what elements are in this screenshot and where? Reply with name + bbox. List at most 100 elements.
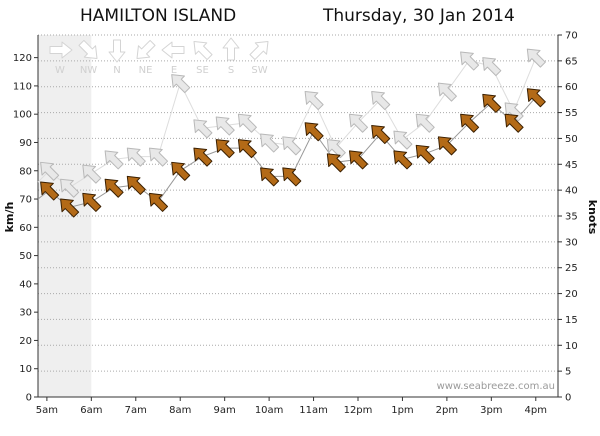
- average-arrow-icon: [326, 153, 346, 173]
- gust-arrow-icon: [437, 82, 457, 102]
- left-tick-label: 40: [19, 279, 32, 290]
- gust-arrow-icon: [260, 133, 280, 153]
- x-tick-label: 9am: [214, 405, 236, 416]
- gust-arrow-icon: [371, 91, 391, 111]
- gust-arrow-icon: [126, 147, 146, 167]
- x-tick-label: 2pm: [436, 405, 458, 416]
- forecast-date: Thursday, 30 Jan 2014: [323, 6, 515, 26]
- average-arrow-icon: [193, 147, 213, 167]
- gust-arrow-icon: [171, 74, 191, 94]
- right-tick-label: 5: [565, 367, 571, 378]
- average-arrow-icon: [149, 192, 169, 212]
- average-arrow-icon: [437, 136, 457, 156]
- average-arrow-icon: [460, 113, 480, 133]
- gust-arrow-icon: [193, 119, 213, 139]
- night-shading: [38, 35, 92, 397]
- legend-direction-label: W: [55, 65, 65, 76]
- gust-arrow-icon: [40, 161, 60, 181]
- average-arrow-icon: [260, 167, 280, 187]
- right-tick-label: 70: [565, 31, 578, 42]
- right-tick-label: 20: [565, 289, 578, 300]
- gust-arrow-icon: [60, 178, 80, 198]
- average-arrow-icon: [282, 167, 302, 187]
- right-tick-label: 60: [565, 82, 578, 93]
- legend-direction-label: N: [113, 65, 120, 76]
- right-tick-label: 45: [565, 160, 578, 171]
- average-arrow-icon: [126, 175, 146, 195]
- left-tick-label: 70: [19, 195, 32, 206]
- right-tick-label: 15: [565, 315, 578, 326]
- left-tick-label: 50: [19, 251, 32, 262]
- legend-direction-label: NW: [80, 65, 97, 76]
- average-arrow-icon: [371, 125, 391, 145]
- gust-arrows: [40, 48, 546, 198]
- gust-arrow-icon: [460, 51, 480, 71]
- gust-arrow-icon: [349, 113, 369, 133]
- legend-arrow-icon: [249, 41, 269, 61]
- gust-line: [37, 57, 537, 189]
- right-tick-label: 55: [565, 108, 578, 119]
- right-tick-label: 25: [565, 263, 578, 274]
- x-tick-label: 7am: [125, 405, 147, 416]
- gust-arrow-icon: [415, 113, 435, 133]
- right-tick-label: 50: [565, 134, 578, 145]
- average-arrow-icon: [304, 122, 324, 142]
- right-tick-label: 40: [565, 186, 578, 197]
- left-tick-label: 60: [19, 223, 32, 234]
- right-tick-label: 65: [565, 56, 578, 67]
- x-tick-label: 1pm: [391, 405, 413, 416]
- gridlines: [38, 34, 558, 372]
- legend-arrow-icon: [161, 41, 185, 59]
- x-tick-label: 5am: [36, 405, 58, 416]
- x-tick-label: 4pm: [525, 405, 547, 416]
- legend-arrow-icon: [49, 41, 73, 59]
- gust-arrow-icon: [282, 136, 302, 156]
- x-tick-label: 12pm: [344, 405, 373, 416]
- watermark: www.seabreeze.com.au: [437, 381, 555, 392]
- x-tick-label: 6am: [80, 405, 102, 416]
- average-arrow-icon: [415, 144, 435, 164]
- legend-arrow-icon: [193, 41, 213, 61]
- gust-arrow-icon: [326, 139, 346, 159]
- right-tick-label: 0: [565, 393, 571, 404]
- legend-direction-label: NE: [139, 65, 153, 76]
- shaded-region: [38, 35, 92, 397]
- right-tick-label: 10: [565, 341, 578, 352]
- y-axis-label-left: km/h: [3, 202, 16, 233]
- x-tick-label: 10am: [255, 405, 284, 416]
- average-arrow-icon: [60, 198, 80, 218]
- x-tick-label: 3pm: [480, 405, 502, 416]
- legend-direction-label: S: [228, 65, 234, 76]
- left-tick-label: 110: [13, 81, 32, 92]
- left-tick-label: 10: [19, 364, 32, 375]
- average-arrows: [40, 88, 546, 218]
- direction-legend: W NW N NE E SE S SW: [49, 37, 269, 76]
- left-tick-label: 100: [13, 110, 32, 121]
- left-tick-label: 20: [19, 336, 32, 347]
- right-tick-label: 35: [565, 212, 578, 223]
- right-tick-label: 30: [565, 237, 578, 248]
- gust-arrow-icon: [104, 150, 124, 170]
- legend-arrow-icon: [136, 39, 156, 59]
- x-tick-label: 11am: [299, 405, 328, 416]
- x-tick-label: 8am: [169, 405, 191, 416]
- gust-arrow-icon: [526, 48, 546, 68]
- series-lines: [37, 57, 537, 209]
- gust-arrow-icon: [82, 164, 102, 184]
- left-tick-label: 0: [26, 393, 32, 404]
- legend-arrow-icon: [108, 39, 126, 63]
- station-name: HAMILTON ISLAND: [80, 6, 237, 26]
- average-line: [37, 96, 537, 209]
- average-arrow-icon: [349, 150, 369, 170]
- left-tick-label: 80: [19, 166, 32, 177]
- average-arrow-icon: [82, 192, 102, 212]
- legend-direction-label: SW: [251, 65, 267, 76]
- average-arrow-icon: [393, 150, 413, 170]
- left-tick-label: 30: [19, 308, 32, 319]
- gust-arrow-icon: [237, 113, 257, 133]
- average-arrow-icon: [215, 139, 235, 159]
- gust-arrow-icon: [393, 130, 413, 150]
- legend-direction-label: E: [171, 65, 177, 76]
- legend-arrow-icon: [222, 37, 240, 61]
